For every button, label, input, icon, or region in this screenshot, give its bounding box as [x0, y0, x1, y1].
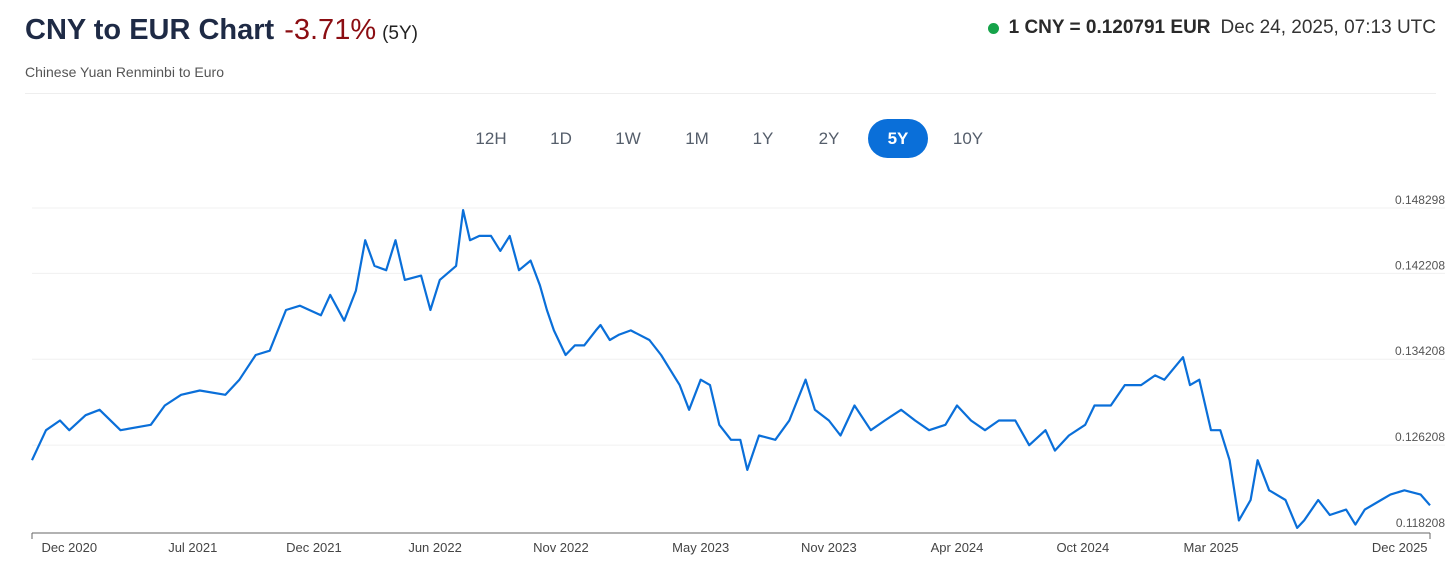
x-tick-label: Mar 2025 — [1184, 540, 1239, 555]
live-status-dot-icon — [987, 22, 999, 34]
x-tick-label: Dec 2025 — [1372, 540, 1428, 555]
x-tick-label: May 2023 — [672, 540, 729, 555]
y-tick-label: 0.148298 — [1395, 193, 1445, 207]
x-tick-label: Jun 2022 — [408, 540, 462, 555]
price-line — [31, 209, 1431, 530]
change-percent: -3.71% — [284, 14, 377, 46]
tab-1y[interactable]: 1Y — [752, 129, 774, 148]
x-tick-label: Dec 2020 — [41, 540, 97, 555]
tab-2y[interactable]: 2Y — [818, 129, 840, 148]
y-tick-label: 0.134208 — [1395, 344, 1445, 358]
title-text: CNY to EUR Chart — [25, 14, 275, 46]
subtitle: Chinese Yuan Renminbi to Euro — [25, 64, 224, 80]
y-tick-label: 0.118208 — [1396, 516, 1445, 530]
x-tick-label: Jul 2021 — [168, 540, 217, 555]
current-rate: 1 CNY = 0.120791 EUR Dec 24, 2025, 07:13 … — [987, 17, 1436, 39]
tab-12h[interactable]: 12H — [475, 129, 507, 148]
y-tick-label: 0.126208 — [1395, 430, 1445, 444]
tab-1w[interactable]: 1W — [615, 129, 641, 148]
rate-value: 1 CNY = 0.120791 EUR — [1008, 17, 1211, 38]
tab-5y[interactable]: 5Y — [868, 119, 928, 158]
x-tick-label: Dec 2021 — [286, 540, 342, 555]
tab-1d[interactable]: 1D — [550, 129, 572, 148]
page-title: CNY to EUR Chart -3.71% (5Y) — [25, 14, 418, 47]
rate-timestamp: Dec 24, 2025, 07:13 UTC — [1220, 17, 1436, 38]
divider — [25, 93, 1436, 94]
x-tick-label: Apr 2024 — [931, 540, 984, 555]
change-period: (5Y) — [382, 23, 419, 44]
x-tick-label: Nov 2023 — [801, 540, 857, 555]
x-tick-label: Nov 2022 — [533, 540, 589, 555]
y-tick-label: 0.142208 — [1395, 258, 1445, 272]
x-tick-label: Oct 2024 — [1056, 540, 1109, 555]
tab-1m[interactable]: 1M — [685, 129, 709, 148]
tab-10y[interactable]: 10Y — [952, 129, 984, 148]
